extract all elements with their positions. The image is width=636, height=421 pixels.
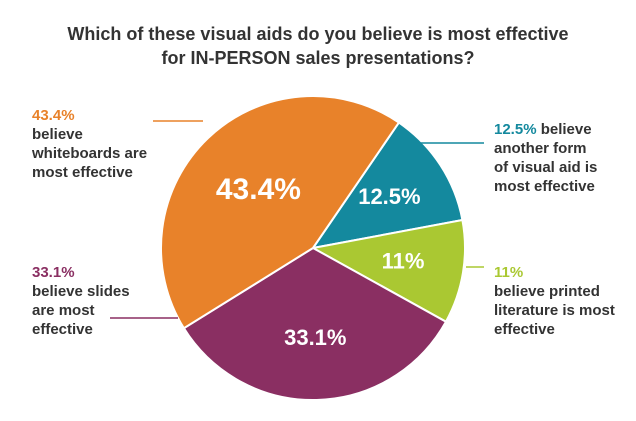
chart-title: Which of these visual aids do you believ… [0, 22, 636, 70]
annotation-printed-pct: 11% [494, 264, 524, 281]
annotation-other-line-2: another form [494, 140, 587, 157]
slice-value-labels: 12.5% 11% 33.1% 43.4% [216, 173, 425, 350]
annotation-other-line-4: most effective [494, 178, 595, 195]
annotation-other: 12.5% believe another form of visual aid… [494, 120, 597, 196]
slice-label-other: 12.5% [358, 184, 420, 209]
chart-title-line-2: for IN-PERSON sales presentations? [161, 48, 475, 68]
annotation-printed: 11% believe printed literature is most e… [494, 263, 615, 339]
slice-label-whiteboards: 43.4% [216, 173, 301, 206]
annotation-slides-line-3: effective [32, 321, 93, 338]
pie-slice-other [310, 121, 464, 250]
pie-slice-whiteboards [160, 94, 401, 330]
pie-slice-slides [182, 246, 448, 401]
annotation-other-line-3: of visual aid is [494, 159, 598, 176]
slice-label-printed: 11% [382, 248, 425, 273]
annotation-whiteboards: 43.4% believe whiteboards are most effec… [32, 106, 147, 182]
annotation-slides-line-1: believe slides [32, 283, 130, 300]
chart-title-line-1: Which of these visual aids do you believ… [67, 24, 569, 44]
annotation-printed-line-3: effective [494, 321, 555, 338]
annotation-slides-line-2: are most [32, 302, 95, 319]
pie-slice-printed [310, 218, 467, 324]
annotation-other-pct: 12.5% [494, 121, 537, 138]
annotation-whiteboards-line-2: whiteboards are [32, 145, 148, 162]
leader-lines [110, 120, 484, 319]
annotation-other-line-1: believe [540, 121, 592, 138]
pie-slices [160, 94, 467, 401]
annotation-whiteboards-pct: 43.4% [32, 107, 75, 124]
annotation-slides-pct: 33.1% [32, 264, 75, 281]
annotation-slides: 33.1% believe slides are most effective [32, 263, 130, 339]
slice-label-slides: 33.1% [284, 325, 346, 350]
annotation-printed-line-2: literature is most [494, 302, 615, 319]
annotation-whiteboards-line-1: believe [32, 126, 83, 143]
annotation-whiteboards-line-3: most effective [32, 164, 133, 181]
annotation-printed-line-1: believe printed [494, 283, 600, 300]
